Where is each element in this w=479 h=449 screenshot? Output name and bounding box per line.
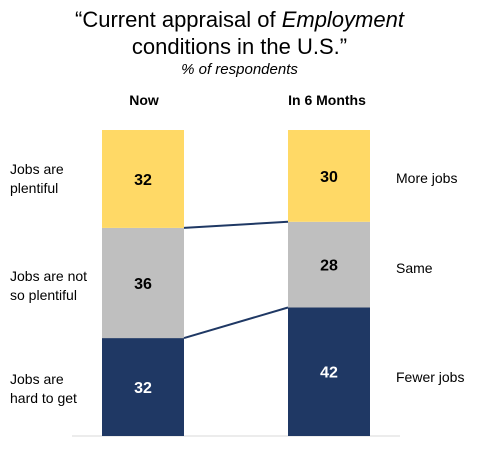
data-label-plentiful-1: 30	[320, 169, 338, 186]
column-header-6-months: In 6 Months	[288, 92, 366, 108]
left-label-not-so-plentiful: Jobs are not so plentiful	[10, 268, 88, 303]
bar-segment-hard-to-get-1	[288, 307, 370, 436]
right-label-more-jobs: More jobs	[396, 170, 458, 186]
bar-segment-plentiful-1	[288, 130, 370, 222]
bar-segment-plentiful-0	[102, 130, 184, 228]
connector-line-0	[183, 306, 289, 340]
data-label-hard-to-get-1: 42	[320, 365, 338, 382]
left-label-hard-to-get: Jobs are hard to get	[10, 371, 77, 406]
bar-segment-hard-to-get-0	[102, 338, 184, 436]
right-label-same: Same	[396, 260, 433, 276]
chart-subtitle: % of respondents	[181, 61, 298, 78]
bar-segment-not-so-plentiful-1	[288, 221, 370, 308]
data-label-not-so-plentiful-1: 28	[320, 258, 338, 275]
bar-segment-not-so-plentiful-0	[102, 227, 184, 339]
connector-line-1	[183, 220, 289, 229]
chart-title-line-1: “Current appraisal of Employment	[75, 7, 404, 32]
chart-title-line-2: conditions in the U.S.”	[131, 34, 348, 59]
right-label-fewer-jobs: Fewer jobs	[396, 369, 465, 385]
left-label-plentiful: Jobs are plentiful	[10, 161, 64, 196]
column-header-now: Now	[129, 92, 159, 108]
data-label-plentiful-0: 32	[134, 172, 152, 189]
data-label-not-so-plentiful-0: 36	[134, 276, 152, 293]
data-label-hard-to-get-0: 32	[134, 380, 152, 397]
